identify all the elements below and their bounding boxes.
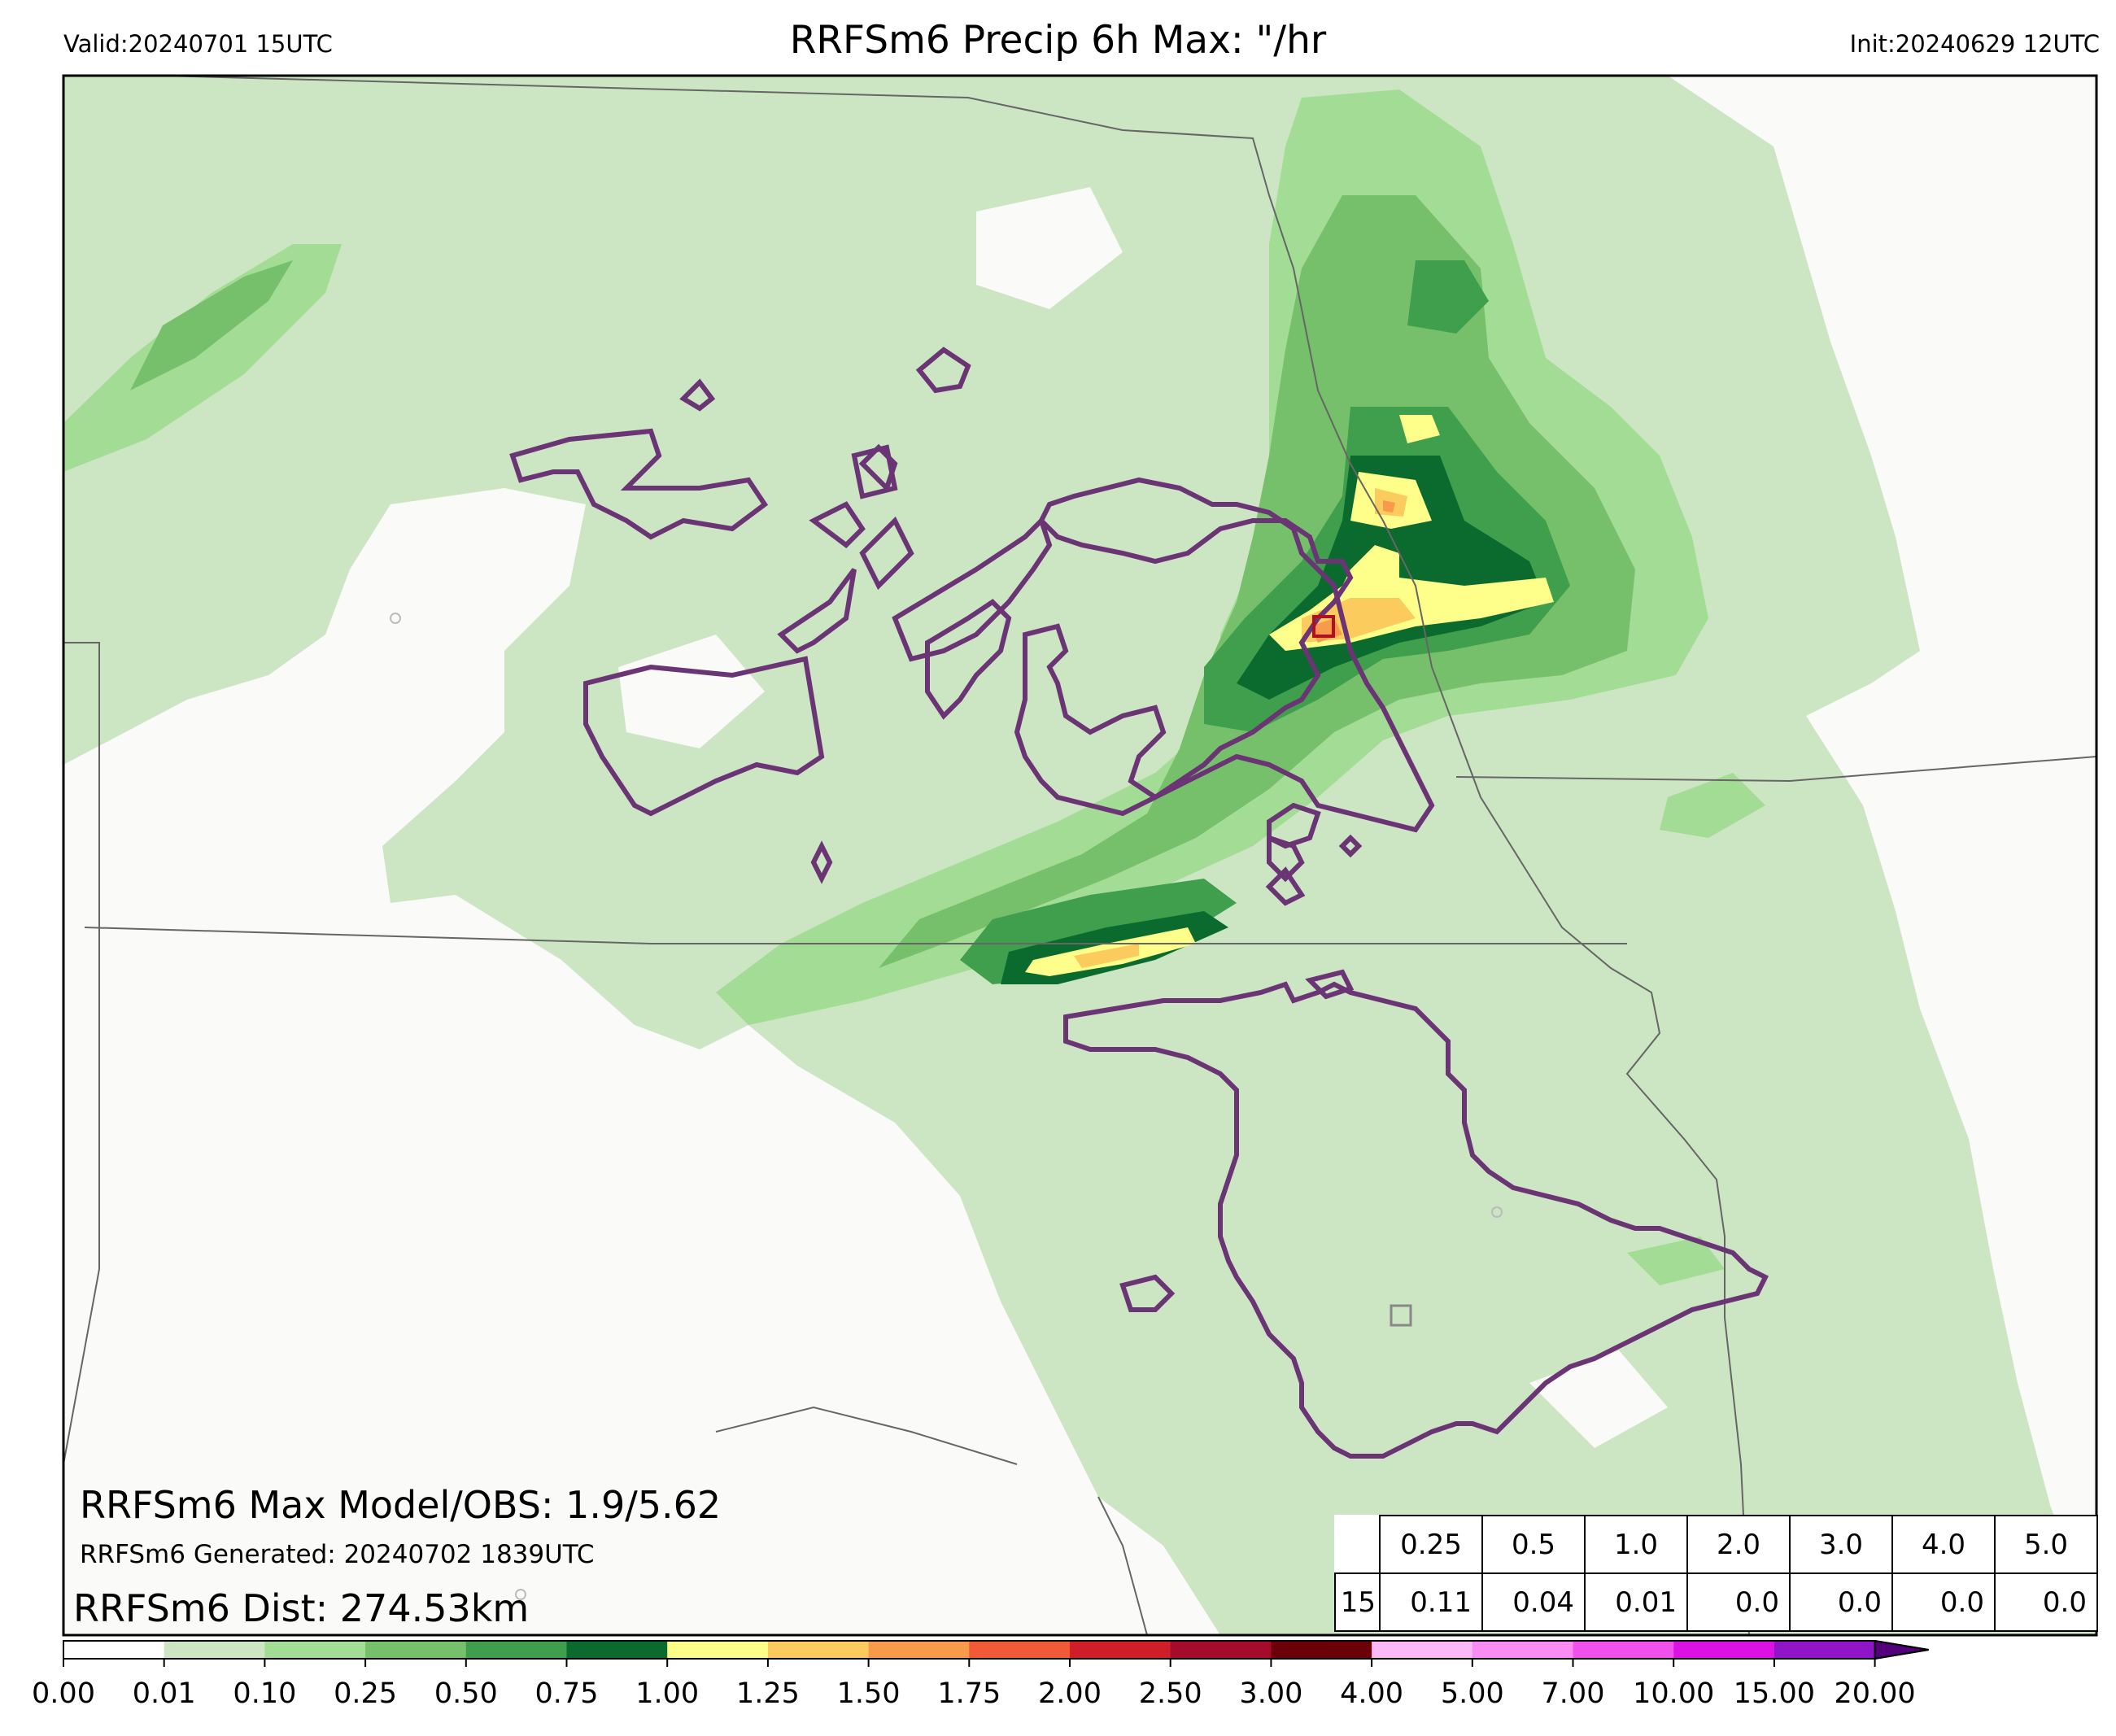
max-model-obs-label: RRFSm6 Max Model/OBS: 1.9/5.62 [80, 1483, 722, 1527]
valid-time-label: Valid:20240701 15UTC [63, 30, 333, 58]
colorbar-tick-label: 0.10 [233, 1677, 297, 1710]
colorbar-tick-label: 1.00 [635, 1677, 700, 1710]
colorbar-segment [1170, 1641, 1272, 1659]
obs-max-marker [1390, 1304, 1412, 1327]
value-cell: 0.0 [1994, 1572, 2098, 1632]
colorbar-segment [1271, 1641, 1372, 1659]
state-boundaries [63, 76, 2096, 1635]
colorbar-tick-label: 3.00 [1239, 1677, 1303, 1710]
colorbar-tick-label: 7.00 [1541, 1677, 1605, 1710]
colorbar-segment [164, 1641, 265, 1659]
colorbar-tick-label: 0.01 [132, 1677, 196, 1710]
colorbar-tick-label: 4.00 [1340, 1677, 1404, 1710]
obs-contours [509, 347, 1769, 1459]
colorbar-segment [1774, 1641, 1876, 1659]
colorbar-segment [1573, 1641, 1674, 1659]
colorbar-segment [1070, 1641, 1171, 1659]
value-cell: 0.01 [1584, 1572, 1688, 1632]
value-cell: 0.11 [1379, 1572, 1483, 1632]
colorbar-segment [1372, 1641, 1473, 1659]
colorbar-tick-label: 0.50 [434, 1677, 498, 1710]
colorbar-segment [566, 1641, 668, 1659]
colorbar [63, 1639, 1929, 1667]
colorbar-segment [365, 1641, 467, 1659]
map-frame [62, 74, 2098, 1637]
colorbar-tick-label: 20.00 [1834, 1677, 1916, 1710]
colorbar-tick-label: 0.75 [534, 1677, 599, 1710]
generated-time-label: RRFSm6 Generated: 20240702 1839UTC [80, 1540, 595, 1569]
colorbar-tick-label: 15.00 [1733, 1677, 1815, 1710]
model-max-marker [1312, 615, 1335, 638]
colorbar-segment [767, 1641, 870, 1659]
colorbar-tick-label: 0.00 [32, 1677, 95, 1710]
colorbar-tick-label: 1.75 [937, 1677, 1001, 1710]
colorbar-tick-label: 0.25 [334, 1677, 398, 1710]
precip-field [63, 76, 2096, 1635]
colorbar-segment [264, 1641, 366, 1659]
city-marker [515, 1589, 526, 1600]
colorbar-segment [1673, 1641, 1775, 1659]
value-cell: 0.04 [1481, 1572, 1586, 1632]
threshold-cell: 0.5 [1481, 1515, 1586, 1574]
colorbar-segment [63, 1641, 165, 1659]
colorbar-segment [465, 1641, 568, 1659]
city-marker [1491, 1206, 1503, 1218]
city-marker [390, 613, 401, 624]
table-value-row: 15 0.11 0.04 0.01 0.0 0.0 0.0 0.0 [1334, 1572, 2098, 1632]
colorbar-extend-arrow [1874, 1639, 1929, 1660]
colorbar-tick-label: 2.50 [1138, 1677, 1202, 1710]
threshold-table: 0.25 0.5 1.0 2.0 3.0 4.0 5.0 15 0.11 0.0… [1334, 1515, 2098, 1632]
threshold-cell: 0.25 [1379, 1515, 1483, 1574]
colorbar-segment [1472, 1641, 1574, 1659]
colorbar-tick-label: 2.00 [1038, 1677, 1102, 1710]
colorbar-segment [969, 1641, 1071, 1659]
threshold-cell: 5.0 [1994, 1515, 2098, 1574]
threshold-cell: 4.0 [1891, 1515, 1996, 1574]
colorbar-tick-label: 1.25 [735, 1677, 800, 1710]
threshold-cell: 1.0 [1584, 1515, 1688, 1574]
colorbar-tick-label: 1.50 [836, 1677, 901, 1710]
colorbar-segment [868, 1641, 970, 1659]
threshold-cell: 3.0 [1789, 1515, 1893, 1574]
value-cell: 0.0 [1891, 1572, 1996, 1632]
row-label-cell: 15 [1334, 1572, 1381, 1632]
colorbar-tick-label: 5.00 [1440, 1677, 1504, 1710]
value-cell: 0.0 [1789, 1572, 1893, 1632]
colorbar-outline [63, 1640, 1929, 1660]
chart-title: RRFSm6 Precip 6h Max: "/hr [789, 18, 1327, 63]
table-header-row: 0.25 0.5 1.0 2.0 3.0 4.0 5.0 [1335, 1515, 2098, 1574]
colorbar-tick-label: 10.00 [1633, 1677, 1715, 1710]
threshold-cell: 2.0 [1686, 1515, 1791, 1574]
distance-label: RRFSm6 Dist: 274.53km [73, 1586, 530, 1630]
init-time-label: Init:20240629 12UTC [1849, 30, 2100, 58]
value-cell: 0.0 [1686, 1572, 1791, 1632]
colorbar-segment [667, 1641, 769, 1659]
